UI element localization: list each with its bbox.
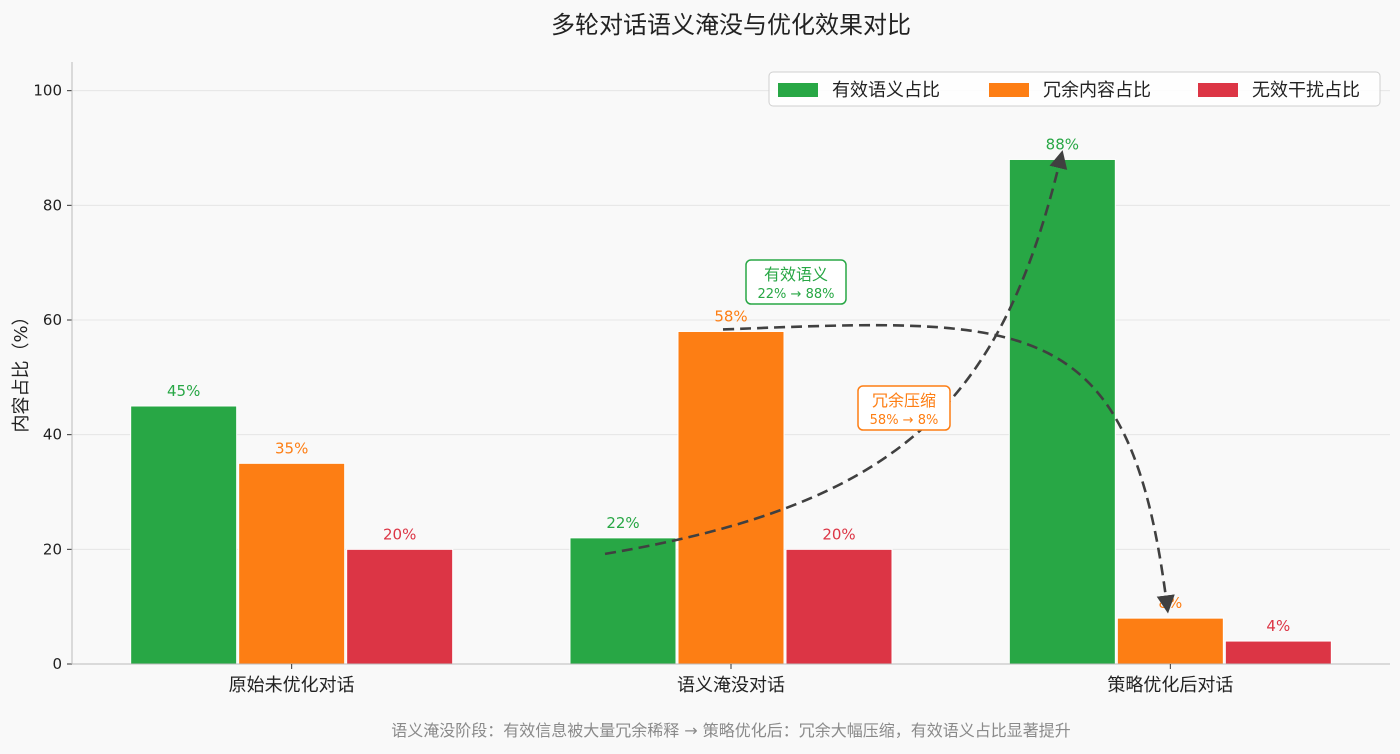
trend-arrow xyxy=(604,150,1068,556)
y-tick-label: 0 xyxy=(52,655,62,673)
annotation-box xyxy=(745,259,847,305)
chart-caption: 语义淹没阶段：有效信息被大量冗余稀释 → 策略优化后：冗余大幅压缩，有效语义占比… xyxy=(391,721,1071,740)
annotation-title: 有效语义 xyxy=(764,265,828,284)
annotation-box xyxy=(857,385,951,431)
x-tick-label: 语义淹没对话 xyxy=(677,675,785,696)
annotation-title: 冗余压缩 xyxy=(872,391,936,410)
x-tick-label: 原始未优化对话 xyxy=(229,675,355,696)
x-tick-label: 策略优化后对话 xyxy=(1107,675,1233,696)
bar xyxy=(130,405,238,665)
y-tick-label: 60 xyxy=(43,311,62,329)
bar-data-label: 88% xyxy=(1046,135,1079,153)
annotation-detail: 58% → 8% xyxy=(870,413,939,428)
trend-arrow xyxy=(722,323,1175,614)
bar xyxy=(238,462,346,665)
annotation-detail: 22% → 88% xyxy=(758,287,835,302)
y-tick-label: 20 xyxy=(43,540,62,558)
bar xyxy=(346,548,454,665)
y-tick-label: 100 xyxy=(33,82,62,100)
chart-title: 多轮对话语义淹没与优化效果对比 xyxy=(551,11,911,39)
bar xyxy=(569,537,677,665)
legend-label: 有效语义占比 xyxy=(832,80,940,101)
bar xyxy=(677,330,785,665)
bar xyxy=(1224,640,1332,665)
bar-data-label: 4% xyxy=(1266,617,1290,635)
bar-data-label: 8% xyxy=(1158,594,1182,612)
bar-data-label: 58% xyxy=(714,307,747,325)
legend-swatch xyxy=(1198,83,1238,97)
legend-label: 无效干扰占比 xyxy=(1252,80,1360,101)
legend-swatch xyxy=(778,83,818,97)
legend-swatch xyxy=(989,83,1029,97)
bar xyxy=(1116,617,1224,665)
bar xyxy=(785,548,893,665)
y-tick-label: 80 xyxy=(43,196,62,214)
bar-data-label: 45% xyxy=(167,382,200,400)
y-axis-label: 内容占比（%） xyxy=(11,307,32,432)
legend-label: 冗余内容占比 xyxy=(1043,80,1151,101)
bar-data-label: 35% xyxy=(275,439,308,457)
bar-data-label: 22% xyxy=(606,514,639,532)
bar-data-label: 20% xyxy=(383,525,416,543)
legend-box xyxy=(768,71,1381,107)
bar-data-label: 20% xyxy=(822,525,855,543)
y-tick-label: 40 xyxy=(43,426,62,444)
bar xyxy=(1008,158,1116,665)
